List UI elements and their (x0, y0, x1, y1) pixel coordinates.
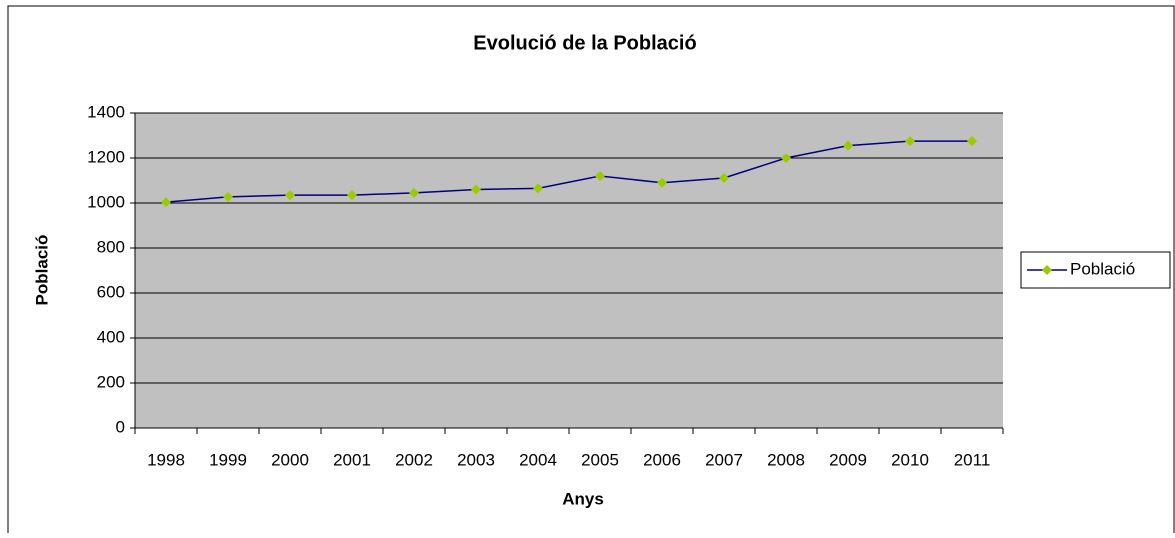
data-point (285, 190, 295, 201)
data-point (347, 190, 357, 201)
data-point (161, 197, 171, 208)
data-point (533, 183, 543, 194)
data-point (657, 177, 667, 188)
x-tick-label: 1999 (209, 450, 247, 469)
y-tick-label: 1000 (87, 192, 125, 211)
x-tick-label: 2000 (271, 450, 309, 469)
y-tick-label: 200 (97, 372, 125, 391)
y-tick-label: 800 (97, 237, 125, 256)
data-point (843, 140, 853, 151)
x-axis-label: Anys (562, 489, 604, 508)
x-tick-label: 2011 (954, 450, 991, 469)
y-tick-label: 0 (116, 417, 125, 436)
x-tick-label: 2007 (705, 450, 743, 469)
data-point (719, 173, 729, 184)
data-point (781, 153, 791, 163)
x-tick-label: 2008 (767, 450, 805, 469)
data-point (223, 191, 233, 202)
data-point (595, 171, 605, 181)
y-tick-label: 600 (97, 282, 125, 301)
y-axis-label: Població (32, 235, 51, 306)
data-point (409, 187, 419, 198)
data-point (967, 136, 977, 147)
x-tick-label: 2006 (643, 450, 681, 469)
legend-label: Població (1070, 259, 1135, 278)
data-point (905, 136, 915, 147)
x-tick-label: 2010 (891, 450, 929, 469)
data-point (471, 184, 481, 195)
plot-area (135, 113, 1003, 428)
x-tick-label: 2001 (333, 450, 371, 469)
x-tick-label: 2005 (581, 450, 619, 469)
y-tick-label: 1200 (87, 147, 125, 166)
x-tick-label: 2009 (829, 450, 867, 469)
chart-title: Evolució de la Població (473, 32, 696, 54)
x-tick-label: 2004 (519, 450, 557, 469)
legend-marker (1042, 265, 1052, 275)
x-tick-label: 2003 (457, 450, 495, 469)
y-tick-label: 1400 (87, 102, 125, 121)
x-tick-label: 2002 (395, 450, 433, 469)
y-tick-label: 400 (97, 327, 125, 346)
x-tick-label: 1998 (147, 450, 185, 469)
series-line (165, 140, 972, 203)
